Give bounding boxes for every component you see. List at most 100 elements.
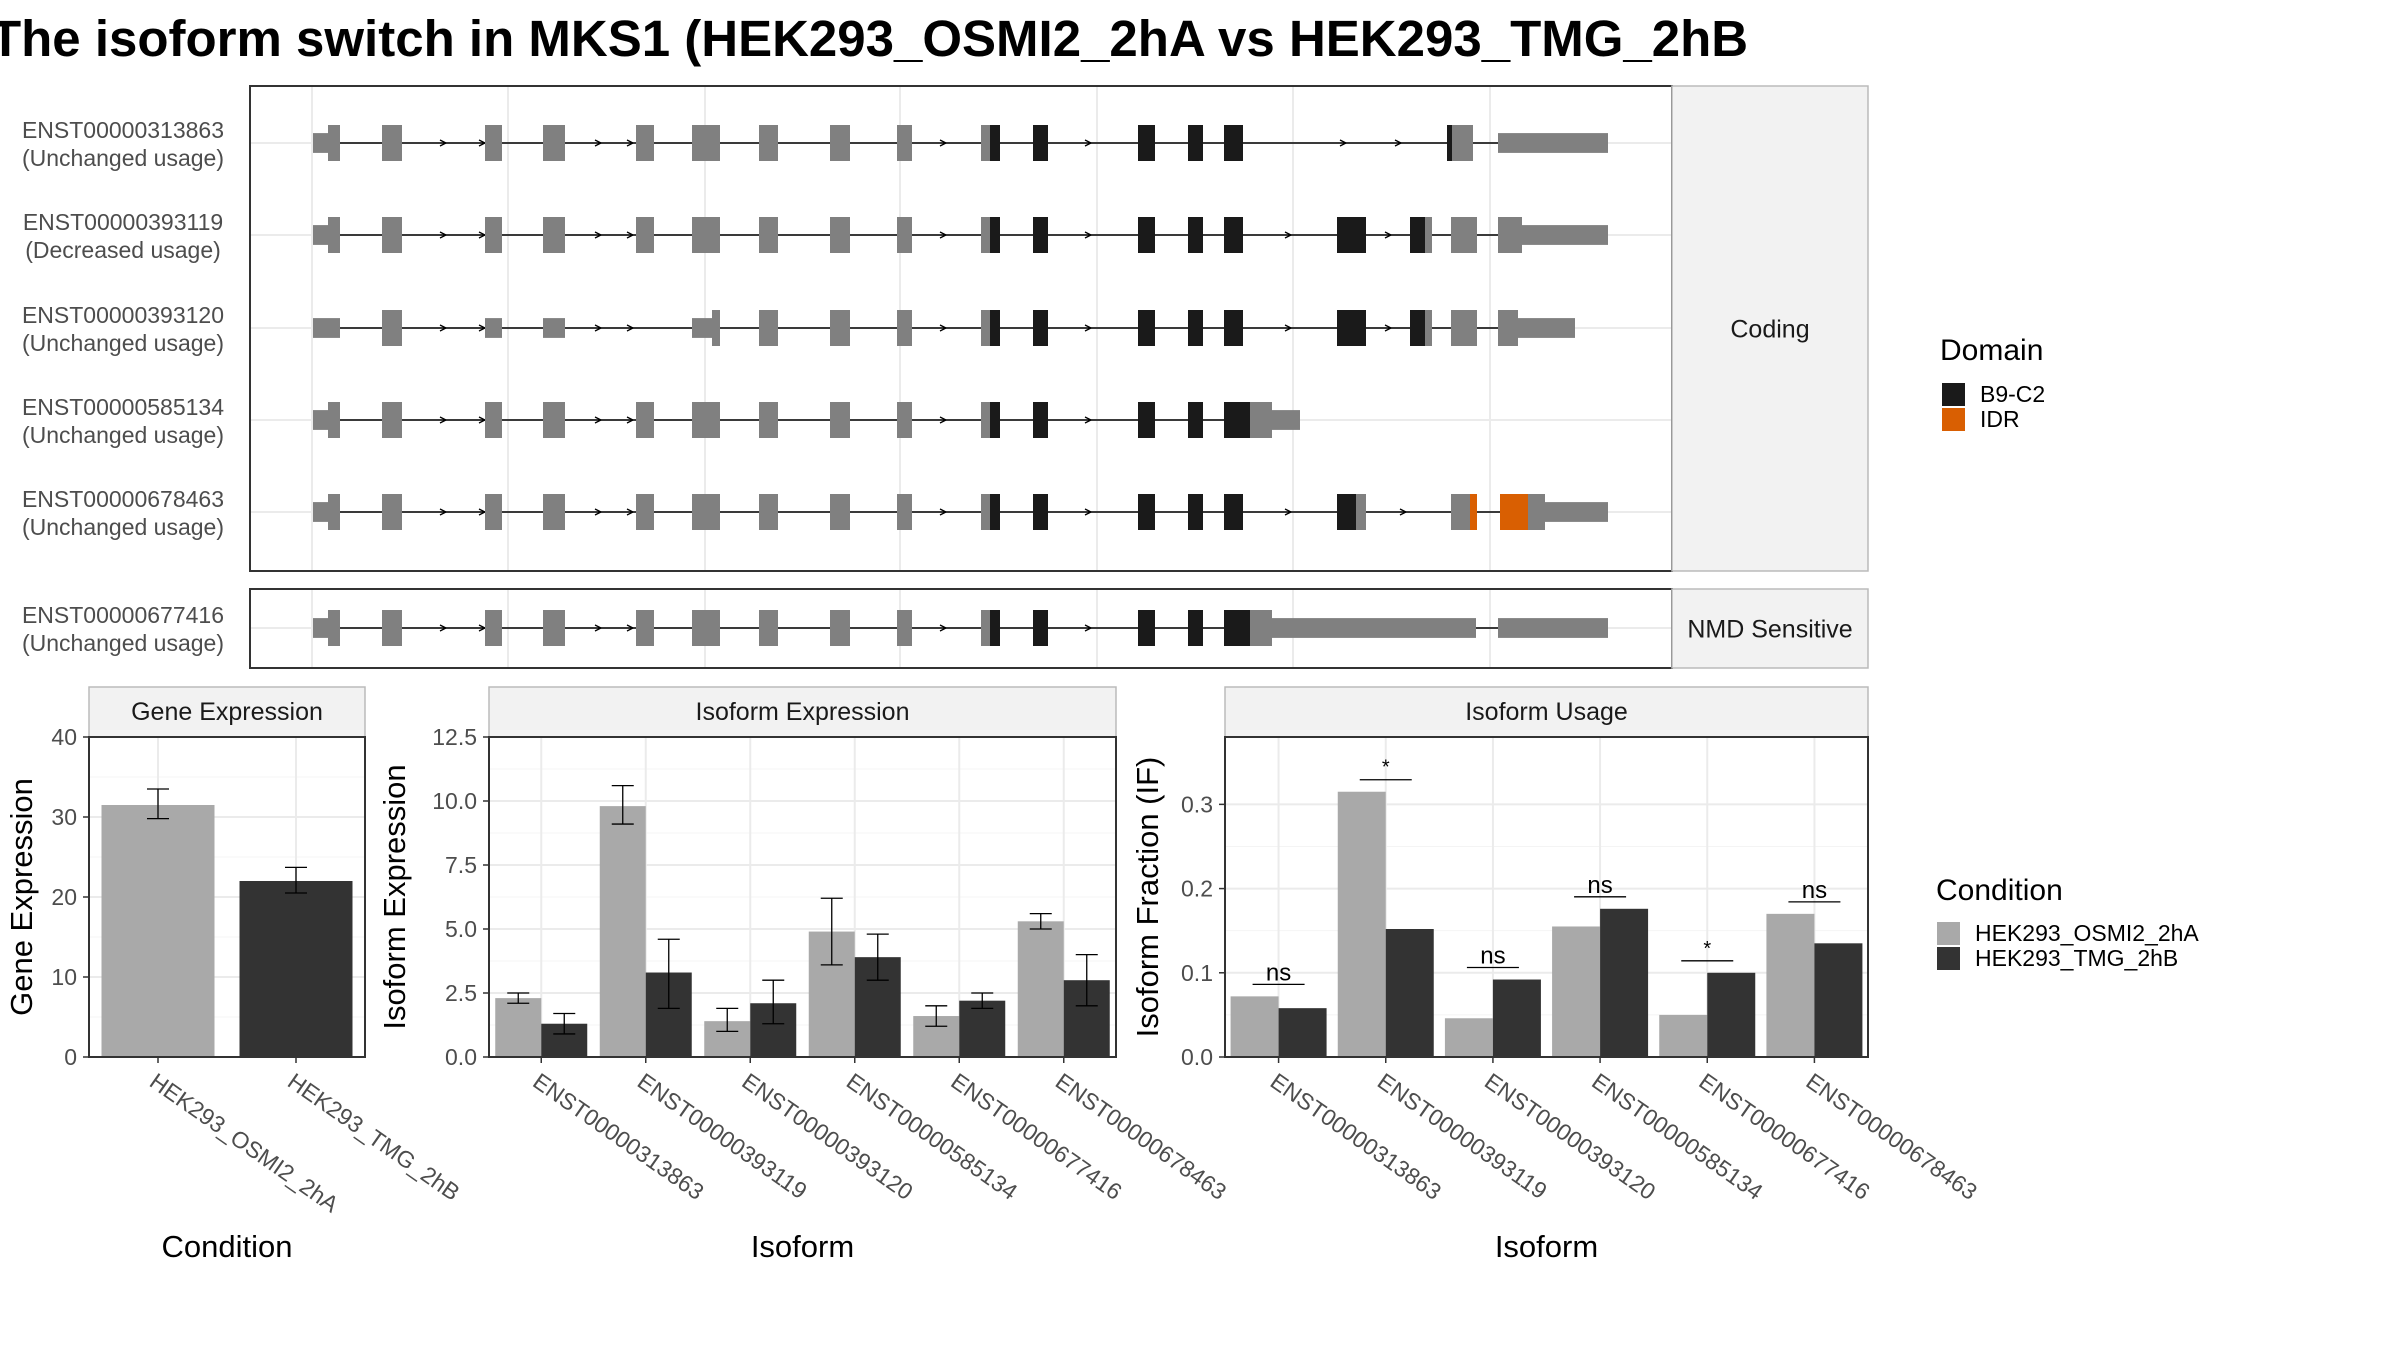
x-tick-label: ENST00000678463 <box>1051 1068 1231 1205</box>
exon-block <box>1224 494 1243 530</box>
exon-block <box>1033 494 1048 530</box>
panel-border <box>488 736 1117 1058</box>
exon-block <box>1188 310 1203 346</box>
exon-block <box>1500 494 1528 530</box>
exon-block <box>981 217 990 253</box>
strand-arrow <box>1384 231 1393 239</box>
bar <box>1552 926 1601 1057</box>
exon-block <box>897 217 912 253</box>
isoform-usage-label: (Decreased usage) <box>25 237 221 263</box>
bar <box>1017 921 1064 1057</box>
exon-block <box>1518 318 1575 338</box>
bar <box>1385 929 1434 1057</box>
x-tick-label: ENST00000678463 <box>1802 1068 1982 1205</box>
exon-block <box>759 217 778 253</box>
exon-block <box>1545 502 1608 522</box>
isoform-id-label: ENST00000393120 <box>22 302 224 328</box>
exon-block <box>485 402 502 438</box>
exon-block <box>1451 217 1477 253</box>
exon-block <box>759 125 778 161</box>
exon-block <box>692 318 712 338</box>
exon-block <box>382 217 402 253</box>
panel-strip <box>488 686 1117 738</box>
exon-block <box>1250 402 1272 438</box>
bar <box>1707 972 1756 1057</box>
exon-block <box>1272 410 1300 430</box>
strand-arrow <box>1084 416 1093 424</box>
exon-block <box>1224 310 1243 346</box>
exon-block <box>1410 310 1425 346</box>
x-tick-label: ENST00000393120 <box>737 1068 917 1205</box>
bar <box>1278 1008 1327 1057</box>
isoform-usage-label: (Unchanged usage) <box>22 145 224 171</box>
exon-block <box>1188 217 1203 253</box>
exon-block <box>990 125 1000 161</box>
isoform-usage-label: (Unchanged usage) <box>22 630 224 656</box>
exon-block <box>1425 310 1432 346</box>
panel-title: Isoform Expression <box>696 698 910 726</box>
exon-block <box>328 494 340 530</box>
exon-block <box>313 618 328 638</box>
exon-block <box>485 494 502 530</box>
strand-arrow <box>594 324 603 332</box>
y-tick-label: 10.0 <box>432 788 477 814</box>
exon-block <box>981 402 990 438</box>
exon-block <box>1224 217 1243 253</box>
exon-block <box>485 217 502 253</box>
exon-block <box>830 610 850 646</box>
strand-arrow <box>1284 508 1293 516</box>
exon-block <box>485 610 502 646</box>
x-tick-label: ENST00000677416 <box>946 1068 1126 1205</box>
significance-label: ns <box>1587 872 1612 899</box>
legend-label: IDR <box>1980 406 2020 432</box>
exon-block <box>543 402 565 438</box>
strand-arrow <box>594 231 603 239</box>
exon-block <box>830 402 850 438</box>
strand-arrow <box>939 231 948 239</box>
bar <box>599 806 646 1057</box>
bar <box>1492 979 1541 1057</box>
significance-label: * <box>1703 938 1711 960</box>
exon-block <box>1138 610 1155 646</box>
exon-block <box>1224 610 1250 646</box>
exon-block <box>897 610 912 646</box>
exon-block <box>1138 310 1155 346</box>
strand-arrow <box>439 416 448 424</box>
exon-block <box>712 310 720 346</box>
exon-block <box>382 125 402 161</box>
strand-arrow <box>626 508 635 516</box>
exon-block <box>1498 310 1518 346</box>
legend-label: HEK293_OSMI2_2hA <box>1975 920 2199 946</box>
exon-block <box>328 217 340 253</box>
strand-arrow <box>439 624 448 632</box>
y-tick-label: 30 <box>51 804 77 830</box>
legend-title: Condition <box>1936 874 2063 907</box>
panel-title: Gene Expression <box>131 698 323 726</box>
facet-strip <box>1671 85 1869 572</box>
exon-block <box>1033 310 1048 346</box>
exon-block <box>328 402 340 438</box>
exon-block <box>1470 494 1477 530</box>
isoform-expression-panel: Isoform Expression 0.0 2.5 5.0 7.5 10.0 12.5 EN… <box>377 686 1231 1264</box>
legend-title: Domain <box>1940 334 2043 367</box>
strand-arrow <box>1394 139 1403 147</box>
exon-block <box>313 502 328 522</box>
strand-arrow <box>626 231 635 239</box>
strand-arrow <box>1084 231 1093 239</box>
x-tick-label: ENST00000585134 <box>842 1068 1023 1205</box>
x-tick-label: ENST00000393120 <box>1480 1068 1660 1205</box>
exon-block <box>313 318 328 338</box>
exon-block <box>759 610 778 646</box>
legend-label: HEK293_TMG_2hB <box>1975 945 2178 971</box>
legend-key <box>1942 383 1965 406</box>
strand-arrow <box>626 324 635 332</box>
strand-arrow <box>626 416 635 424</box>
exon-block <box>692 125 720 161</box>
exon-block <box>990 310 1000 346</box>
strand-arrow <box>939 139 948 147</box>
exon-block <box>830 310 850 346</box>
significance-label: * <box>1382 757 1390 779</box>
